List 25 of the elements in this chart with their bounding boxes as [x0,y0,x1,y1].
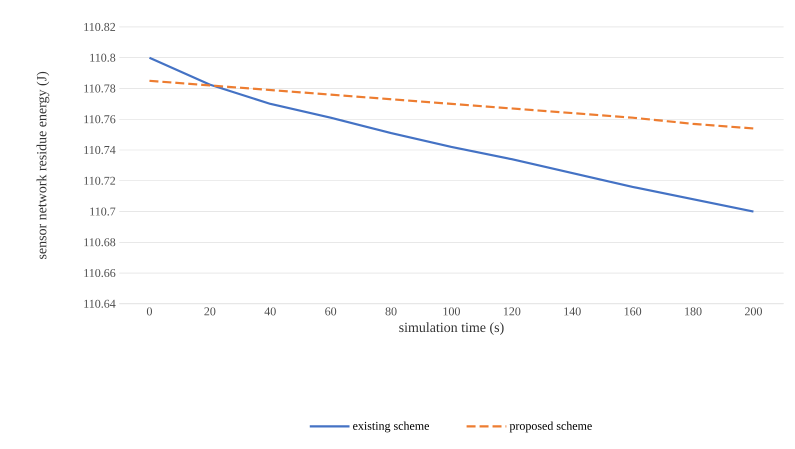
y-tick-label: 110.78 [84,84,116,93]
y-tick-label: 110.64 [84,300,116,308]
x-tick-label: 140 [564,308,581,316]
x-tick-label: 0 [146,308,152,316]
x-tick-label: 20 [204,308,216,316]
y-axis-title: sensor network residue energy (J) [36,72,50,260]
y-tick-label: 110.66 [84,269,116,278]
x-tick-label: 200 [744,308,762,316]
legend-label: existing scheme [353,422,430,433]
y-tick-label: 110.82 [84,23,116,32]
x-tick-label: 120 [504,308,520,316]
y-tick-label: 110.74 [84,146,116,154]
y-tick-label: 110.68 [84,238,116,247]
x-tick-label: 60 [325,308,336,316]
x-axis-title: simulation time (s) [399,322,504,336]
y-tick-label: 110.76 [84,115,116,124]
y-tick-label: 110.8 [90,54,116,62]
x-tick-label: 40 [264,308,276,316]
legend-label: proposed scheme [510,422,592,433]
x-tick-label: 160 [624,308,642,316]
y-tick-label: 110.72 [84,176,116,186]
x-tick-label: 100 [444,308,460,316]
y-tick-label: 110.7 [90,208,116,216]
x-tick-label: 80 [386,308,397,316]
x-tick-label: 180 [685,308,702,316]
